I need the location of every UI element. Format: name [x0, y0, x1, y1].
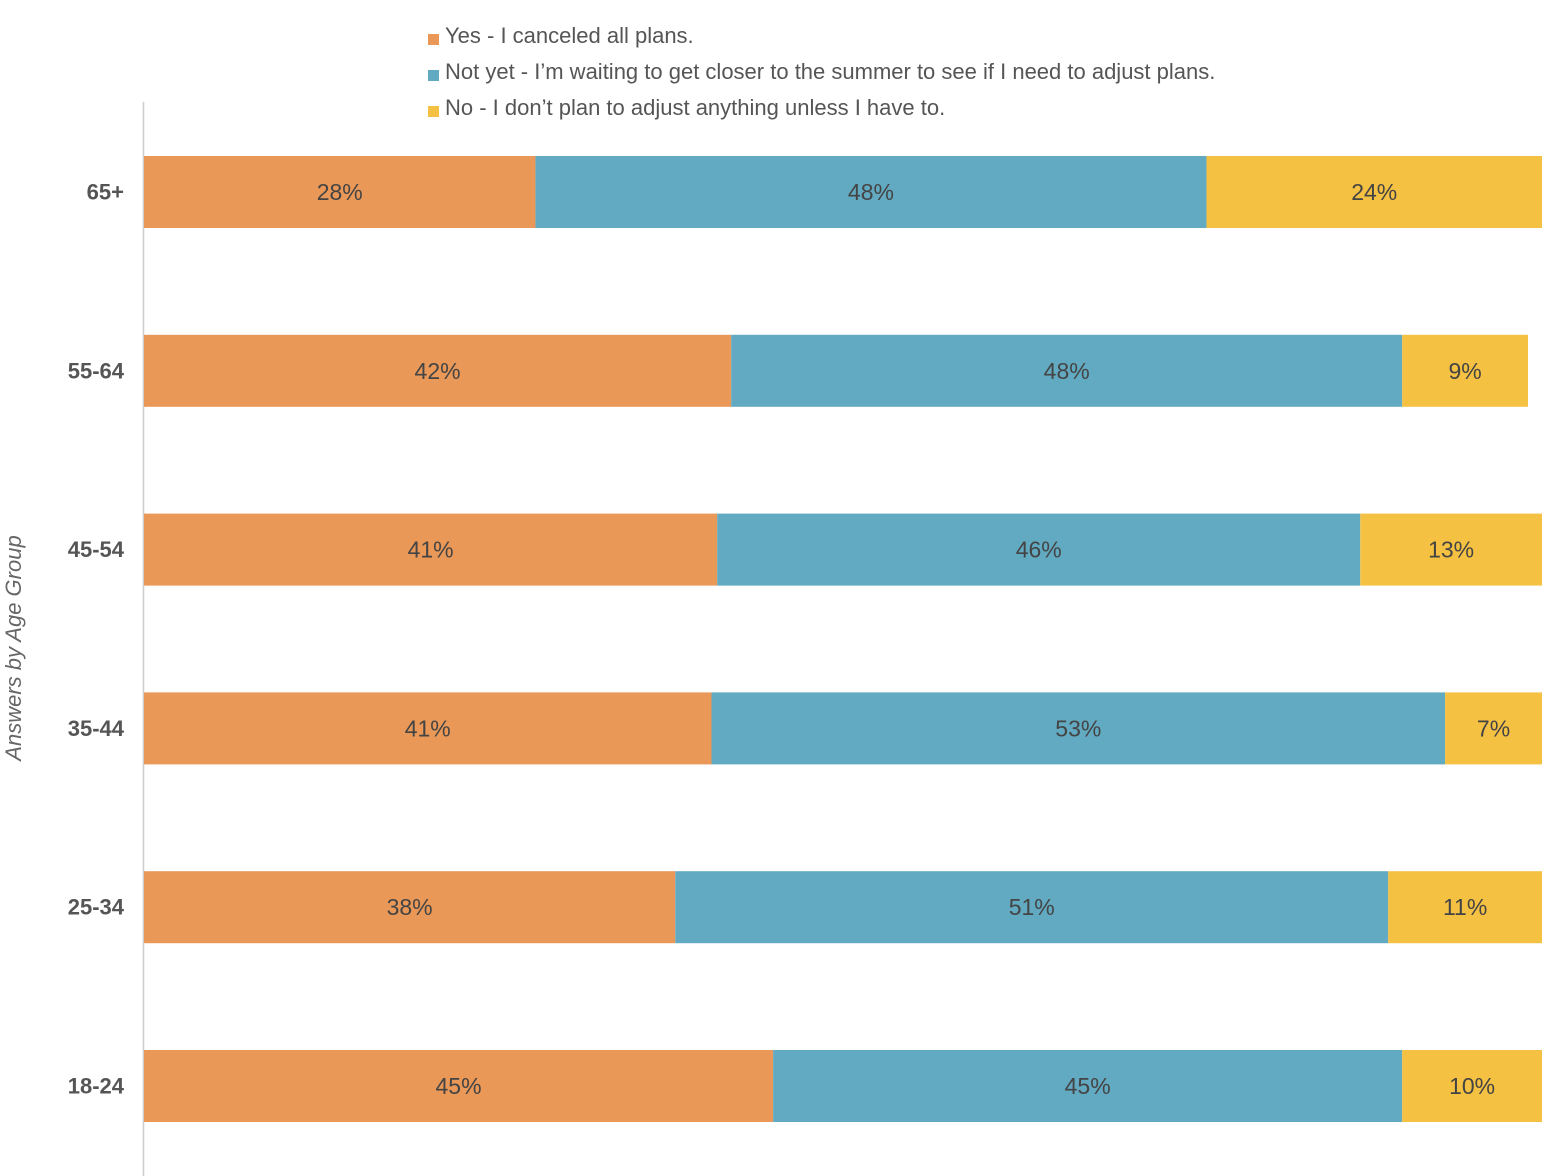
- data-label-25-34-series-0: 38%: [387, 894, 433, 920]
- data-label-65+-series-2: 24%: [1351, 179, 1397, 205]
- legend-swatch-yes: [428, 33, 439, 45]
- bar-segment-35-44-series-1: [711, 692, 1446, 765]
- bar-segment-18-24-series-0: [144, 1050, 774, 1122]
- bar-segment-55-64-series-2: [1402, 334, 1529, 407]
- data-label-25-34-series-2: 11%: [1443, 894, 1487, 920]
- bar-segment-55-64-series-1: [731, 334, 1403, 407]
- legend-item-no: No - I don’t plan to adjust anything unl…: [428, 90, 1215, 126]
- category-label-45-54: 45-54: [68, 537, 125, 562]
- bar-segment-18-24-series-1: [773, 1050, 1403, 1122]
- bar-segment-35-44-series-0: [144, 692, 712, 765]
- bar-segment-45-54-series-1: [717, 513, 1361, 586]
- bar-segment-25-34-series-1: [675, 871, 1389, 944]
- bar-segment-45-54-series-0: [144, 513, 718, 586]
- data-label-55-64-series-1: 48%: [1044, 358, 1090, 384]
- legend-label-no: No - I don’t plan to adjust anything unl…: [445, 95, 946, 120]
- data-label-45-54-series-0: 41%: [408, 537, 454, 563]
- data-label-35-44-series-2: 7%: [1477, 715, 1510, 741]
- data-label-55-64-series-0: 42%: [415, 358, 461, 384]
- bar-segment-65+-series-1: [535, 156, 1207, 228]
- bar-segment-65+-series-0: [144, 156, 536, 228]
- data-label-45-54-series-1: 46%: [1016, 537, 1062, 563]
- legend-swatch-no: [428, 105, 439, 117]
- category-label-55-64: 55-64: [68, 358, 125, 383]
- bars-group: 28% 48% 24% 42% 48% 9% 41% 46% 13% 41% 53% 7% 38% 51%…: [144, 156, 1542, 1122]
- bar-segment-65+-series-2: [1206, 156, 1542, 228]
- data-label-25-34-series-1: 51%: [1009, 894, 1055, 920]
- legend-item-yes: Yes - I canceled all plans.: [428, 18, 1215, 54]
- data-label-18-24-series-1: 45%: [1065, 1073, 1111, 1099]
- bar-segment-55-64-series-0: [144, 334, 732, 407]
- legend: Yes - I canceled all plans. Not yet - I’…: [428, 18, 1215, 126]
- legend-label-yes: Yes - I canceled all plans.: [445, 23, 694, 48]
- bar-segment-25-34-series-2: [1388, 871, 1542, 944]
- category-labels: 65+ 55-64 45-54 35-44 25-34 18-24: [68, 180, 125, 1099]
- data-label-65+-series-0: 28%: [317, 179, 363, 205]
- data-label-18-24-series-0: 45%: [436, 1073, 482, 1099]
- bar-segment-45-54-series-2: [1360, 513, 1542, 586]
- bar-segment-18-24-series-2: [1402, 1050, 1542, 1122]
- category-label-25-34: 25-34: [68, 895, 125, 920]
- data-label-18-24-series-2: 10%: [1449, 1073, 1495, 1099]
- data-label-65+-series-1: 48%: [848, 179, 894, 205]
- category-label-18-24: 18-24: [68, 1074, 125, 1099]
- category-label-35-44: 35-44: [68, 716, 125, 741]
- data-label-45-54-series-2: 13%: [1428, 537, 1474, 563]
- legend-label-not-yet: Not yet - I’m waiting to get closer to t…: [445, 59, 1216, 84]
- bar-segment-25-34-series-0: [144, 871, 676, 944]
- bar-segment-35-44-series-2: [1445, 692, 1542, 765]
- data-label-55-64-series-2: 9%: [1448, 358, 1481, 384]
- category-label-65+: 65+: [87, 180, 124, 205]
- data-label-35-44-series-1: 53%: [1055, 715, 1101, 741]
- legend-item-not-yet: Not yet - I’m waiting to get closer to t…: [428, 54, 1215, 90]
- data-label-35-44-series-0: 41%: [405, 715, 451, 741]
- legend-swatch-not-yet: [428, 69, 439, 81]
